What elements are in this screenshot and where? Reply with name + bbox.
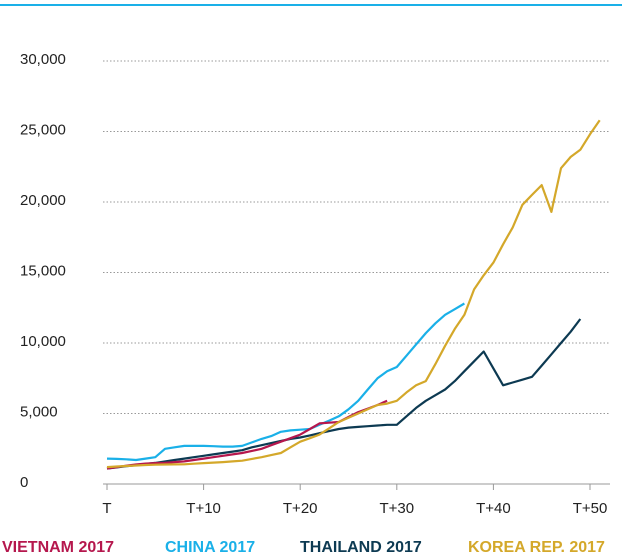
y-tick-label: 10,000 (20, 333, 66, 350)
y-tick-label: 30,000 (20, 51, 66, 68)
x-tick-label: T (102, 500, 111, 517)
x-tick-label: T+30 (379, 500, 414, 517)
line-series (106, 318, 582, 470)
y-tick-label: 0 (20, 474, 28, 491)
legend-label: KOREA REP. 2017 (468, 539, 605, 556)
x-tick-label: T+20 (283, 500, 318, 517)
top-rule (0, 4, 622, 6)
x-tick-label: T+10 (186, 500, 221, 517)
y-tick-label: 25,000 (20, 121, 66, 138)
line-series (106, 119, 601, 469)
line-series (106, 302, 465, 462)
y-tick-label: 20,000 (20, 192, 66, 209)
y-tick-label: 15,000 (20, 262, 66, 279)
x-tick-label: T+50 (573, 500, 608, 517)
legend-label: VIETNAM 2017 (2, 539, 114, 556)
y-tick-label: 5,000 (20, 403, 58, 420)
x-tick-label: T+40 (476, 500, 511, 517)
legend-label: CHINA 2017 (165, 539, 255, 556)
legend-label: THAILAND 2017 (300, 539, 422, 556)
